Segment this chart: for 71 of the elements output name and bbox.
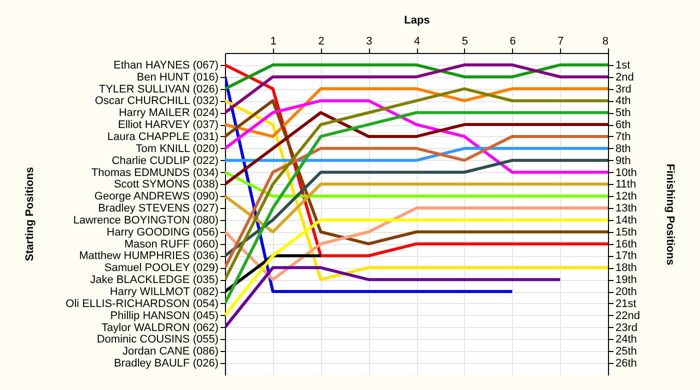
line-series — [225, 99, 608, 174]
category-label: George ANDREWS (090) — [94, 190, 218, 203]
category-label: Oli ELLIS-RICHARDSON (054) — [66, 298, 218, 310]
y-tick-label: 22nd — [616, 310, 640, 322]
y-tick-label: 7th — [616, 130, 631, 143]
y-tick-label: 12th — [616, 190, 637, 203]
y-tick-label: 13th — [616, 202, 637, 215]
category-label: Harry MAILER (024) — [118, 107, 218, 120]
category-label: Jake BLACKLEDGE (035) — [90, 274, 218, 286]
category-label: Charlie CUDLIP (022) — [112, 154, 218, 167]
category-label: Harry GOODING (056) — [106, 226, 218, 238]
category-label: Elliot HARVEY (037) — [118, 119, 218, 132]
y-tick-label: 11th — [616, 178, 636, 191]
category-label: Harry WILLMOT (082) — [110, 286, 218, 298]
category-label: Bradley STEVENS (027) — [98, 202, 218, 215]
y-tick-label: 14th — [616, 214, 637, 226]
y-tick-label: 4th — [616, 95, 631, 108]
y-tick-label: 17th — [616, 250, 637, 262]
y-tick-label: 26th — [616, 358, 637, 370]
category-label: Lawrence BOYINGTON (080) — [73, 214, 218, 226]
line-series — [225, 111, 608, 186]
line-series — [225, 99, 608, 246]
category-label: Thomas EDMUNDS (034) — [91, 166, 218, 179]
y-tick-label: 15th — [616, 226, 637, 238]
y-tick-label: 23rd — [616, 322, 638, 334]
line-series — [225, 111, 608, 305]
x-tick-label: 7 — [558, 36, 564, 48]
category-label: Ethan HAYNES (067) — [114, 59, 218, 72]
category-label: Matthew HUMPHRIES (036) — [79, 250, 218, 262]
category-label: Ben HUNT (016) — [136, 71, 218, 84]
category-label: Mason RUFF (060) — [124, 238, 218, 250]
category-label: Bradley BAULF (026) — [114, 358, 218, 370]
y-tick-label: 9th — [616, 154, 631, 167]
category-label: Jordan CANE (086) — [122, 346, 218, 358]
x-tick-label: 4 — [414, 36, 420, 48]
category-label: Oscar CHURCHILL (032) — [94, 95, 218, 108]
line-series — [225, 158, 608, 258]
y-tick-label: 8th — [616, 142, 631, 155]
category-label: Samuel POOLEY (029) — [104, 262, 218, 274]
y-tick-label: 10th — [616, 166, 637, 179]
category-label: Phillip HANSON (045) — [110, 310, 218, 322]
y-tick-label: 18th — [616, 262, 637, 274]
y-tick-label: 25th — [616, 346, 637, 358]
category-label: Scott SYMONS (038) — [114, 178, 218, 191]
x-tick-label: 5 — [462, 36, 468, 48]
category-label: Laura CHAPPLE (031) — [107, 130, 218, 143]
y-tick-label: 5th — [616, 107, 631, 120]
x-tick-label: 3 — [366, 36, 372, 48]
x-tick-label: 6 — [510, 36, 516, 48]
line-series — [225, 206, 608, 282]
y-tick-label: 16th — [616, 238, 637, 250]
y-axis-title: Finishing Positions — [664, 164, 676, 266]
y-tick-label: 6th — [616, 119, 631, 132]
line-series — [225, 134, 608, 270]
y-tick-label: 19th — [616, 274, 637, 286]
y-tick-label: 3rd — [616, 83, 632, 96]
category-label: Tom KNILL (020) — [136, 142, 218, 155]
y-tick-label: 21st — [616, 298, 636, 310]
line-series — [225, 87, 608, 138]
x-axis-title: Laps — [404, 14, 430, 26]
category-label: Dominic COUSINS (055) — [96, 334, 218, 346]
text: Starting Positions — [24, 166, 36, 262]
category-label: Taylor WALDRON (062) — [102, 322, 218, 334]
y-tick-label: 20th — [616, 286, 637, 298]
x-tick-label: 1 — [270, 36, 276, 48]
category-label: TYLER SULLIVAN (026) — [98, 83, 218, 96]
y-tick-label: 2nd — [616, 71, 634, 84]
y-tick-label: 24th — [616, 334, 637, 346]
x-tick-label: 8 — [602, 36, 608, 48]
y-tick-label: 1st — [616, 59, 630, 72]
x-tick-label: 2 — [318, 36, 324, 48]
